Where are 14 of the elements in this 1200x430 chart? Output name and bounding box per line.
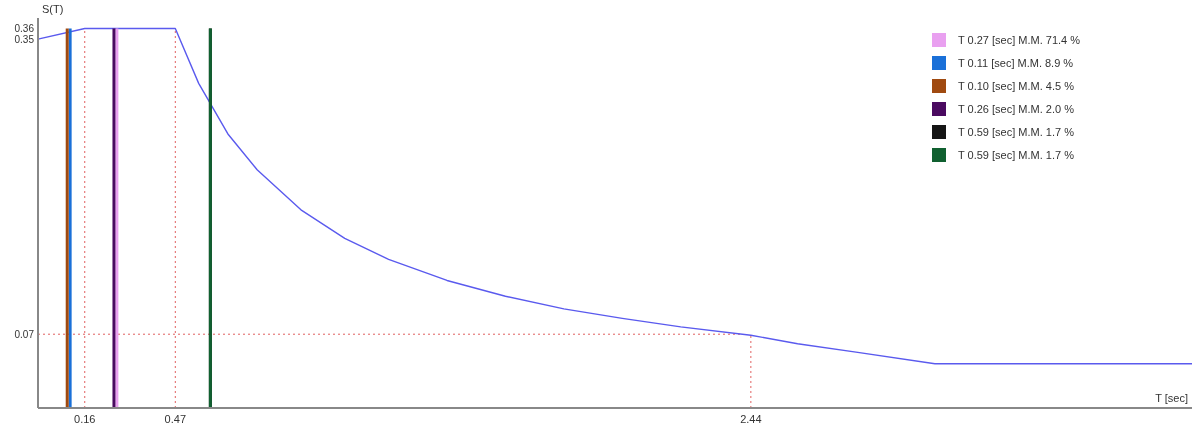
- y-axis-title: S(T): [42, 3, 64, 15]
- legend-label: T 0.11 [sec] M.M. 8.9 %: [958, 56, 1074, 69]
- x-tick-label: 0.47: [164, 413, 187, 425]
- legend-label: T 0.59 [sec] M.M. 1.7 %: [958, 125, 1075, 138]
- y-tick-label: 0.35: [14, 33, 35, 45]
- legend-label: T 0.10 [sec] M.M. 4.5 %: [958, 79, 1075, 92]
- legend-label: T 0.59 [sec] M.M. 1.7 %: [958, 148, 1075, 161]
- legend-label: T 0.27 [sec] M.M. 71.4 %: [958, 33, 1081, 46]
- x-tick-label: 0.16: [74, 413, 96, 425]
- x-axis-title: T [sec]: [1155, 392, 1188, 404]
- y-tick-label: 0.07: [14, 328, 35, 340]
- y-tick-label: 0.36: [14, 23, 35, 35]
- x-tick-label: 2.44: [740, 413, 762, 425]
- legend-label: T 0.26 [sec] M.M. 2.0 %: [958, 102, 1075, 115]
